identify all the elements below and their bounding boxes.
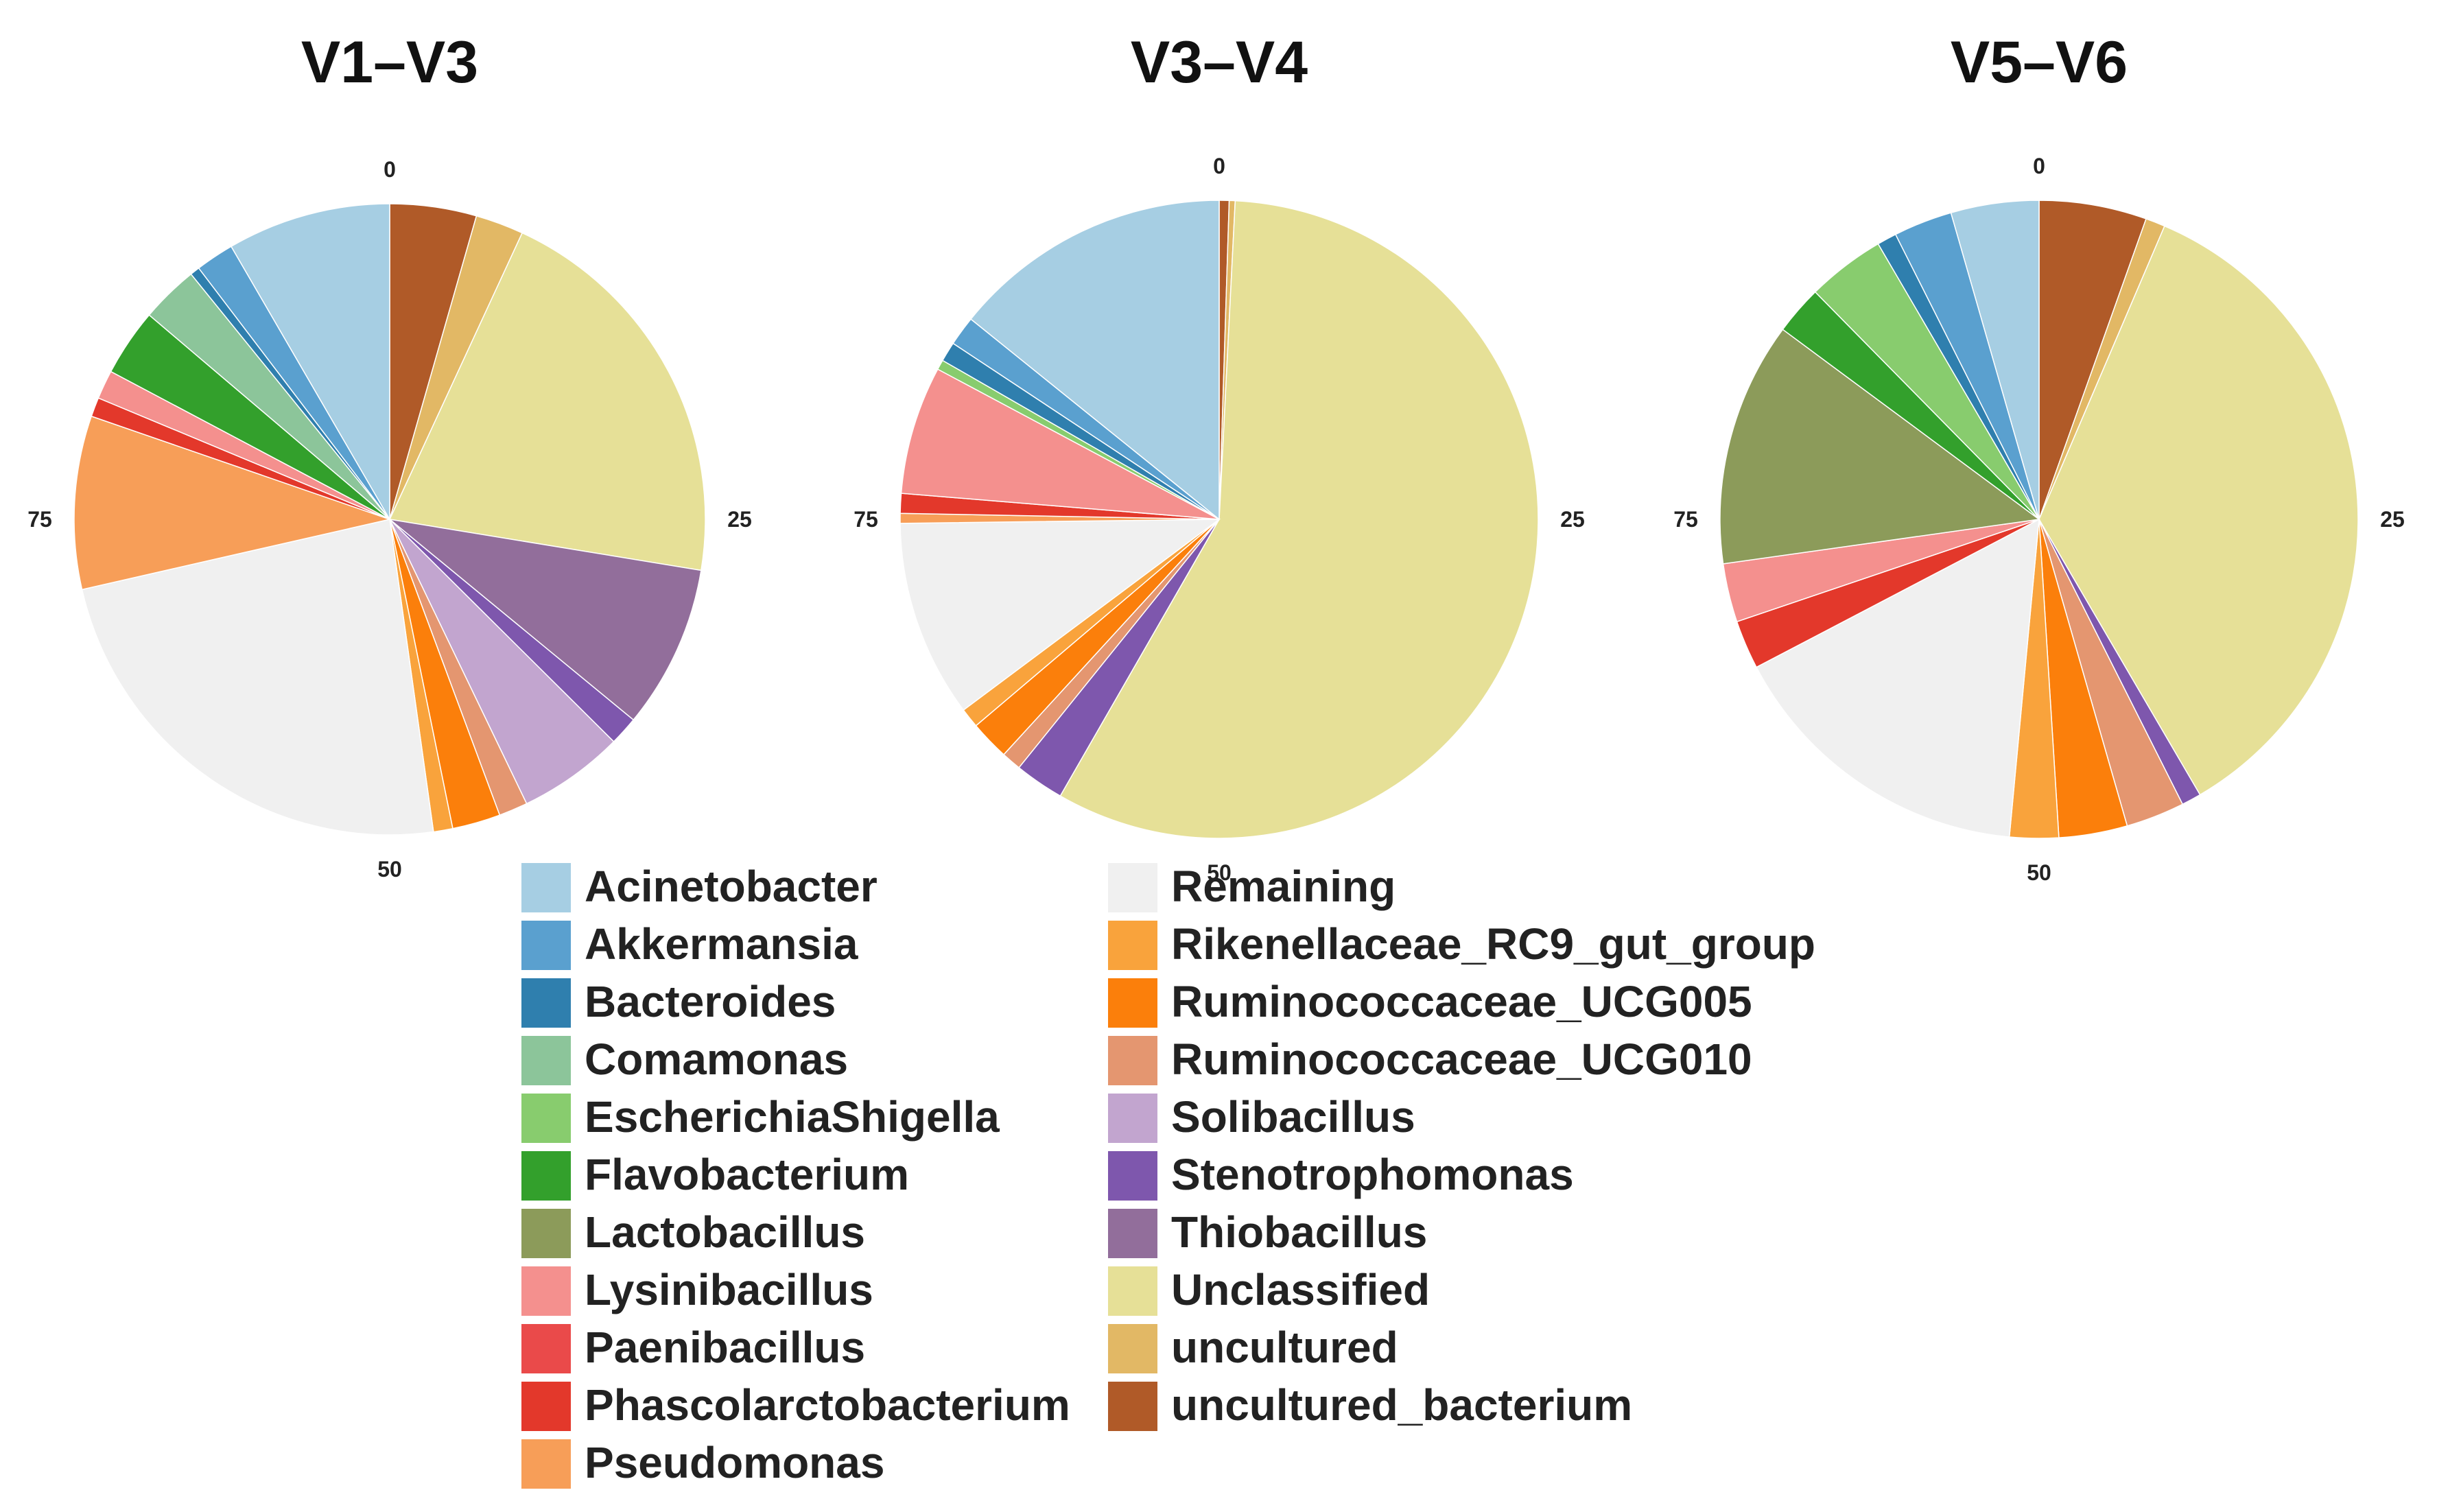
legend-swatch [1108,1036,1157,1085]
legend-label: Ruminococcaceae_UCG010 [1171,1035,1752,1084]
tick-label-50: 50 [1207,860,1232,885]
legend-swatch [1108,1266,1157,1316]
legend-item-ruminococcaceae-ucg010: Ruminococcaceae_UCG010 [1108,1035,1752,1085]
legend-item-phascolarctobacterium: Phascolarctobacterium [521,1380,1070,1431]
slice-uncultured-bacterium [2038,200,2147,520]
legend-label: Lysinibacillus [585,1265,873,1314]
legend-item-rikenellaceae-rc9-gut-group: Rikenellaceae_RC9_gut_group [1108,919,1815,970]
legend-swatch [521,1439,571,1489]
legend-swatch [1108,863,1157,912]
pie-charts: V1–V3 0 25 50 75 V3–V4 0 25 50 75 V5–V6 0 25 50 75 [27,29,2405,885]
legend-label: EscherichiaShigella [585,1092,1000,1142]
tick-label-25: 25 [727,507,752,532]
tick-label-50: 50 [377,857,402,882]
legend-label: Phascolarctobacterium [585,1380,1070,1430]
legend-swatch [1108,1094,1157,1143]
legend-label: Bacteroides [585,977,836,1026]
tick-label-75: 75 [1673,507,1698,532]
legend-item-akkermansia: Akkermansia [521,919,858,970]
slice-remaining [1755,518,2040,838]
slice-acinetobacter [1950,200,2040,520]
legend-item-lysinibacillus: Lysinibacillus [521,1265,873,1316]
legend-swatch [521,863,571,912]
slice-lysinibacillus [900,368,1220,520]
legend-label: Unclassified [1171,1265,1430,1314]
legend-swatch [521,1209,571,1258]
legend-swatch [521,978,571,1028]
tick-label-75: 75 [27,507,52,532]
slice-remaining [81,519,434,836]
legend-item-acinetobacter: Acinetobacter [521,862,878,912]
pie-v5-v6: V5–V6 0 25 50 75 [1673,29,2405,885]
legend-item-comamonas: Comamonas [521,1035,848,1085]
legend-label: Acinetobacter [585,862,878,911]
legend-label: Akkermansia [585,919,858,969]
legend-item-flavobacterium: Flavobacterium [521,1150,909,1201]
legend-label: Rikenellaceae_RC9_gut_group [1171,919,1815,969]
legend-label: Comamonas [585,1035,848,1084]
legend-label: Thiobacillus [1171,1207,1427,1257]
slice-unclassified [2038,225,2359,796]
legend-item-escherichiashigella: EscherichiaShigella [521,1092,1000,1143]
legend-swatch [521,1151,571,1201]
slice-lactobacillus [1719,329,2040,565]
slice-unclassified [1059,200,1539,839]
legend-label: Solibacillus [1171,1092,1415,1142]
legend-swatch [521,1094,571,1143]
legend-item-remaining: Remaining [1108,862,1396,912]
legend-item-stenotrophomonas: Stenotrophomonas [1108,1150,1574,1201]
tick-label-25: 25 [2380,507,2405,532]
legend-swatch [521,1266,571,1316]
slice-pseudomonas [73,415,392,591]
legend-item-lactobacillus: Lactobacillus [521,1207,865,1258]
legend-item-paenibacillus: Paenibacillus [521,1323,865,1373]
legend-swatch [521,1382,571,1431]
pie-title: V1–V3 [301,29,478,95]
legend-item-ruminococcaceae-ucg005: Ruminococcaceae_UCG005 [1108,977,1752,1028]
legend-item-uncultured: uncultured [1108,1323,1398,1373]
legend-item-pseudomonas: Pseudomonas [521,1438,884,1489]
legend-swatch [1108,1382,1157,1431]
pie-title: V5–V6 [1951,29,2128,95]
tick-label-50: 50 [2027,860,2051,885]
slice-remaining [899,519,1221,711]
tick-label-0: 0 [1213,154,1225,178]
legend-label: uncultured [1171,1323,1398,1372]
pie-v1-v3: V1–V3 0 25 50 75 [27,29,752,882]
legend-swatch [1108,978,1157,1028]
legend-item-solibacillus: Solibacillus [1108,1092,1415,1143]
legend-swatch [1108,1209,1157,1258]
legend-swatch [521,1036,571,1085]
legend-label: Ruminococcaceae_UCG005 [1171,977,1752,1026]
legend-item-uncultured-bacterium: uncultured_bacterium [1108,1380,1632,1431]
legend-label: Paenibacillus [585,1323,865,1372]
legend-item-thiobacillus: Thiobacillus [1108,1207,1427,1258]
legend-label: Stenotrophomonas [1171,1150,1574,1199]
legend-swatch [1108,1324,1157,1373]
legend-label: Pseudomonas [585,1438,884,1487]
pie-v3-v4: V3–V4 0 25 50 75 [853,29,1585,885]
legend: Acinetobacter Akkermansia Bacteroides Comam… [521,862,1815,1489]
slice-thiobacillus [388,518,702,721]
legend-label: Remaining [1171,862,1396,911]
tick-label-25: 25 [1560,507,1585,532]
legend-swatch [521,1324,571,1373]
tick-label-75: 75 [853,507,878,532]
slice-acinetobacter [230,203,390,521]
legend-swatch [1108,1151,1157,1201]
pie-title: V3–V4 [1131,29,1308,95]
legend-label: Lactobacillus [585,1207,865,1257]
slice-acinetobacter [969,200,1220,521]
legend-swatch [521,921,571,970]
slice-solibacillus [389,519,615,805]
legend-item-unclassified: Unclassified [1108,1265,1430,1316]
slice-unclassified [388,232,706,571]
legend-label: Flavobacterium [585,1150,909,1199]
legend-label: uncultured_bacterium [1171,1380,1632,1430]
tick-label-0: 0 [2033,154,2045,178]
legend-swatch [1108,921,1157,970]
legend-item-bacteroides: Bacteroides [521,977,836,1028]
tick-label-0: 0 [384,157,396,182]
